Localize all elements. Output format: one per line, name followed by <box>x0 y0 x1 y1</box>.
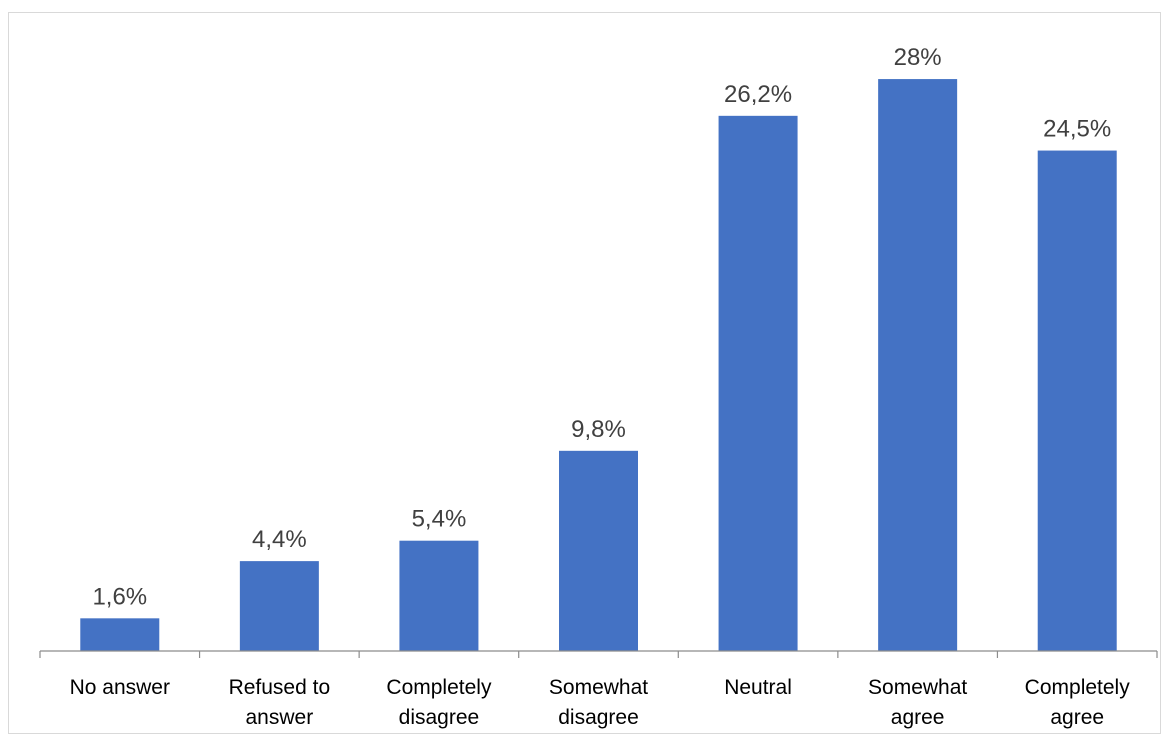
bar-6 <box>1037 150 1117 651</box>
category-label-line: answer <box>246 706 314 729</box>
chart-frame: 1,6% 4,4% 5,4% 9,8% 26,2% 28% 24,5% No answer Re… <box>8 12 1161 734</box>
category-label-2: Completely disagree <box>386 676 492 729</box>
category-label-line: Refused to <box>229 676 331 699</box>
category-label-line: Completely <box>1025 676 1131 699</box>
data-label-2: 5,4% <box>412 506 467 533</box>
category-label-6: Completely agree <box>1025 676 1131 729</box>
category-label-line: Somewhat <box>549 676 648 699</box>
category-label-4: Neutral <box>724 676 792 699</box>
category-label-5: Somewhat agree <box>868 676 967 729</box>
data-label-0: 1,6% <box>92 583 147 610</box>
bar-0 <box>80 618 160 651</box>
category-label-line: agree <box>891 706 945 729</box>
category-label-0: No answer <box>70 676 170 699</box>
bar-4 <box>718 115 798 651</box>
category-label-line: disagree <box>558 706 639 729</box>
category-label-3: Somewhat disagree <box>549 676 648 729</box>
category-label-line: No answer <box>70 676 170 699</box>
category-label-line: agree <box>1050 706 1104 729</box>
data-label-1: 4,4% <box>252 526 307 553</box>
category-label-line: disagree <box>399 706 480 729</box>
bar-2 <box>399 540 479 651</box>
data-label-6: 24,5% <box>1043 116 1111 143</box>
bar-chart: 1,6% 4,4% 5,4% 9,8% 26,2% 28% 24,5% No answer Re… <box>39 44 1158 729</box>
data-label-3: 9,8% <box>571 416 626 443</box>
category-label-line: Neutral <box>724 676 792 699</box>
bar-1 <box>239 561 319 651</box>
bar-5 <box>878 79 958 651</box>
bar-3 <box>559 450 638 651</box>
category-label-line: Somewhat <box>868 676 967 699</box>
data-label-4: 26,2% <box>724 81 792 108</box>
category-label-line: Completely <box>386 676 492 699</box>
category-label-1: Refused to answer <box>229 676 331 729</box>
data-label-5: 28% <box>894 44 942 71</box>
